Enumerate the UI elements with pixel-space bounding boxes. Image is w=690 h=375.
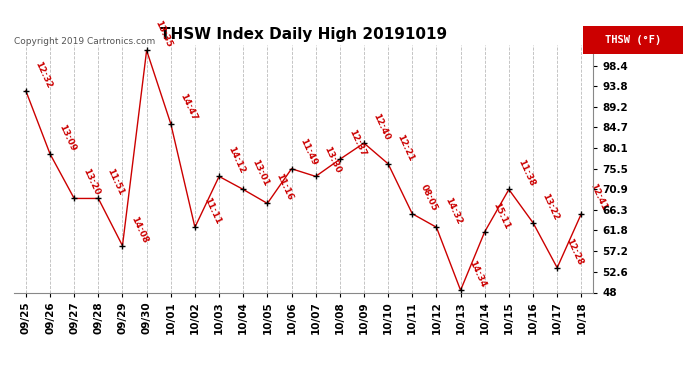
Text: 14:08: 14:08: [130, 214, 150, 244]
Text: 11:16: 11:16: [275, 172, 295, 202]
Text: 13:22: 13:22: [540, 192, 560, 221]
Text: 14:12: 14:12: [226, 145, 246, 175]
Text: 12:37: 12:37: [347, 128, 367, 158]
Text: 12:41: 12:41: [589, 183, 609, 212]
Text: 14:34: 14:34: [468, 259, 488, 289]
Text: 14:47: 14:47: [178, 92, 198, 122]
Text: 11:11: 11:11: [202, 196, 222, 226]
Text: 13:35: 13:35: [154, 19, 174, 49]
Text: 11:38: 11:38: [516, 158, 536, 188]
Text: 13:20: 13:20: [81, 167, 101, 197]
Text: 12:21: 12:21: [395, 133, 415, 162]
Text: 12:32: 12:32: [33, 60, 53, 90]
Text: 14:32: 14:32: [444, 196, 464, 226]
Text: 08:05: 08:05: [420, 183, 440, 212]
Text: 13:01: 13:01: [250, 158, 270, 188]
Text: 13:30: 13:30: [323, 146, 343, 175]
Text: Copyright 2019 Cartronics.com: Copyright 2019 Cartronics.com: [14, 38, 155, 46]
Text: 11:49: 11:49: [299, 137, 319, 167]
Text: THSW (°F): THSW (°F): [605, 35, 661, 45]
Text: 11:51: 11:51: [106, 167, 126, 197]
Text: 13:09: 13:09: [57, 123, 77, 153]
Text: 15:11: 15:11: [492, 201, 512, 230]
Title: THSW Index Daily High 20191019: THSW Index Daily High 20191019: [160, 27, 447, 42]
Text: 12:28: 12:28: [564, 237, 584, 266]
Text: 12:40: 12:40: [371, 112, 391, 142]
